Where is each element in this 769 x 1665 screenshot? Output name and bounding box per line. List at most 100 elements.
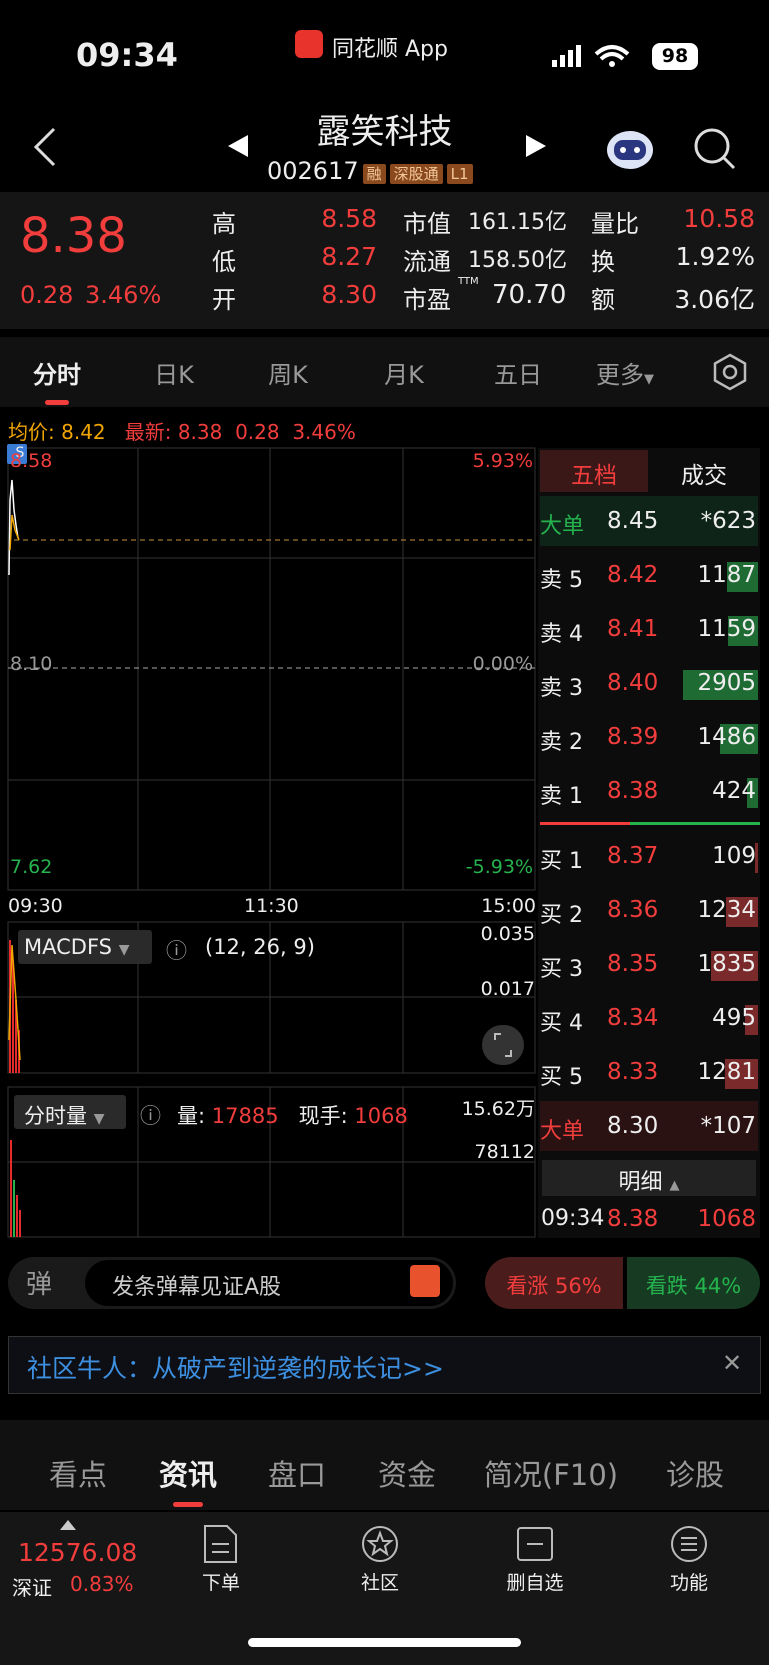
detail: 明细 [618,1170,663,1195]
danmaku-field[interactable] [85,1260,453,1306]
next-stock[interactable] [522,133,548,159]
section-tab[interactable]: 诊股 [665,1458,724,1492]
stat-value: 8.27 [321,242,377,271]
gift-icon[interactable] [410,1265,440,1297]
ob-volume: 495 [712,1005,756,1031]
change: 0.28 [20,281,74,309]
ob-tab-active[interactable] [540,450,648,492]
stat-value: 161.15亿 [468,210,567,235]
help-icon[interactable]: ⓘ [140,1104,161,1128]
section-tab[interactable]: 资讯 [158,1458,217,1492]
time-label: 09:30 [8,895,63,917]
big-order-bg [540,1101,758,1151]
tab[interactable]: 更多▼ [596,361,654,389]
volume-bar [755,843,758,873]
pct-label: -5.93% [465,856,533,878]
price-label: 8.58 [10,450,53,472]
macd-selector[interactable] [18,930,152,964]
ob-tab[interactable]: 成交 [681,463,727,489]
tab[interactable]: 五日 [494,361,542,389]
banner-text[interactable]: 社区牛人：从破产到逆袭的成长记>> [27,1354,444,1383]
market: 深证 [12,1576,52,1600]
bear-button[interactable] [627,1257,760,1309]
volume-bar [747,778,758,808]
volume-level: 15.62万 [461,1098,535,1120]
app-name[interactable]: 同花顺 App [332,37,448,62]
tab-bar [0,337,769,407]
change: 0.28 [235,420,280,444]
footer-action[interactable]: 社区 [360,1572,399,1594]
stat-value: 1.92% [675,242,755,271]
danmaku-icon[interactable]: 弹 [26,1270,53,1300]
detail-button[interactable] [542,1160,756,1196]
settings-icon[interactable] [710,352,750,392]
vol: 17885 [211,1104,279,1128]
tag: L1 [446,164,473,184]
back-button[interactable] [30,125,60,169]
ob-price: 8.38 [607,778,659,804]
tab[interactable]: 分时 [33,361,81,389]
stock-code: 002617 融深股通 L1 [267,157,473,185]
section-indicator [173,1502,203,1507]
volume-level: 78112 [474,1141,535,1163]
trade-price: 8.38 [607,1206,659,1232]
prev-stock[interactable] [226,133,252,159]
tab[interactable]: 周K [268,361,308,389]
ob-price: 8.37 [607,843,659,869]
volume-info: 量: 17885 现手: 1068 [177,1100,408,1130]
ob-price: 8.30 [607,1113,659,1139]
help-icon[interactable]: ⓘ [166,939,187,963]
bull-button[interactable] [485,1257,623,1309]
tab[interactable]: 日K [154,361,194,389]
pct-label: 5.93% [472,450,533,472]
section-tab[interactable]: 资金 [377,1458,436,1492]
ob-price: 8.35 [607,951,659,977]
ob-volume: 1281 [697,1059,756,1085]
bear-label[interactable]: 看跌 44% [645,1274,742,1298]
avg: 8.42 [61,420,106,444]
stat-label: 量比 [591,210,639,238]
hand: 1068 [354,1104,408,1128]
volume-bar [719,724,758,754]
trade-time: 09:34 [541,1206,605,1231]
stat-value: 8.58 [321,204,377,233]
footer-action[interactable]: 功能 [669,1572,708,1594]
tab[interactable]: 月K [384,361,424,389]
code: 002617 [267,157,359,185]
close-banner[interactable]: ✕ [722,1349,743,1377]
ob-volume: *107 [700,1113,756,1139]
tag: 深股通 [389,164,443,184]
price-label: 8.10 [10,653,53,675]
ob-price: 8.45 [607,508,659,534]
ob-volume: 1234 [697,897,756,923]
section-tab[interactable]: 看点 [48,1458,107,1492]
footer-action[interactable]: 删自选 [506,1572,564,1594]
ob-label: 买 4 [540,1011,583,1036]
volume-bar [745,1005,758,1035]
stat-label: 开 [212,286,236,314]
ob-price: 8.34 [607,1005,659,1031]
danmaku-placeholder[interactable]: 发条弹幕见证A股 [112,1275,282,1300]
ob-label: 卖 4 [540,622,583,647]
price-label: 7.62 [10,856,53,878]
search-icon[interactable] [692,126,738,172]
index-value[interactable]: 12576.08 [18,1538,138,1567]
app-icon [295,30,323,58]
ob-volume: 109 [712,843,756,869]
section-tab[interactable]: 简况(F10) [483,1458,619,1492]
volume-bar [683,670,758,700]
footer-action[interactable]: 下单 [201,1572,240,1594]
section-tab[interactable]: 盘口 [267,1458,326,1492]
index-pct: 0.83% [70,1572,134,1596]
detail-label[interactable]: 明细 ▲ [618,1170,680,1195]
bull-label[interactable]: 看涨 56% [506,1274,602,1298]
ob-price: 8.42 [607,562,659,588]
robot-icon[interactable] [604,122,656,174]
banner[interactable] [8,1336,761,1394]
ob-price: 8.33 [607,1059,659,1085]
stat-value: 8.30 [321,280,377,309]
volume-selector[interactable] [14,1095,126,1129]
ob-tab[interactable]: 五档 [571,463,617,489]
volume-bar [728,616,758,646]
